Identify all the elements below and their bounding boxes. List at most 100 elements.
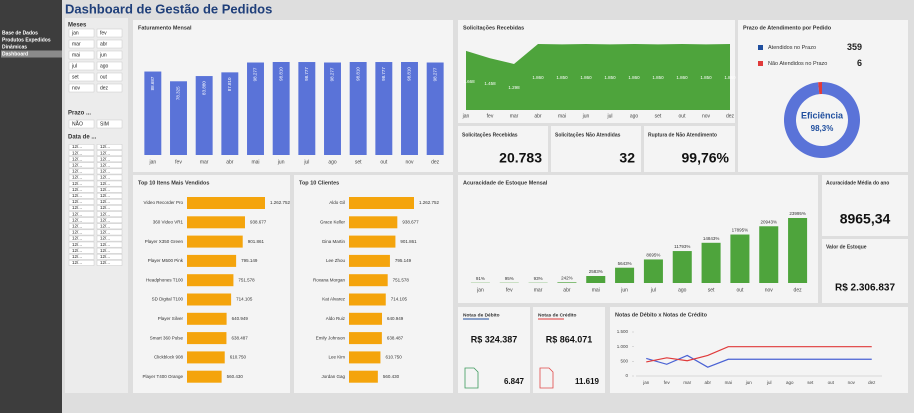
slicer-item[interactable]: 12/... [100,205,110,210]
slicer-button[interactable] [96,211,123,217]
slicer-button[interactable] [68,72,95,82]
slicer-button[interactable] [96,192,123,199]
slicer-item[interactable]: 12/... [72,187,82,192]
slicer-button[interactable] [68,83,95,93]
slicer-button[interactable] [68,247,95,254]
slicer-item[interactable]: 12/... [72,181,82,186]
slicer-item[interactable]: 12/... [100,254,110,259]
slicer-button[interactable] [96,150,123,156]
slicer-item[interactable]: 12/... [72,193,82,198]
slicer-item[interactable]: 12/... [100,187,110,192]
slicer-item[interactable]: 12/... [72,144,82,149]
slicer-item[interactable]: 12/... [72,162,82,167]
menu-item[interactable]: Base de Dados [2,30,38,36]
menu-item[interactable]: Dinâmicas [2,44,27,50]
slicer-item[interactable]: 12/... [100,150,110,155]
slicer-button[interactable] [68,229,95,236]
slicer-button[interactable] [68,28,95,38]
slicer-item[interactable]: 12/... [72,242,82,247]
slicer-item[interactable]: jan [71,30,79,36]
slicer-button[interactable] [96,260,123,266]
slicer-button[interactable] [96,119,123,129]
slicer-button[interactable] [96,72,123,82]
slicer-button[interactable] [96,174,123,181]
slicer-item[interactable]: 12/... [100,144,110,149]
slicer-item[interactable]: 12/... [100,169,110,174]
slicer-item[interactable]: NÃO [72,120,83,127]
slicer-button[interactable] [68,235,95,242]
slicer-item[interactable]: 12/... [100,260,110,265]
slicer-item[interactable]: 12/... [72,199,82,204]
slicer-button[interactable] [96,83,123,93]
slicer-item[interactable]: 12/... [72,150,82,155]
slicer-item[interactable]: 12/... [100,223,110,228]
slicer-item[interactable]: 12/... [72,205,82,210]
slicer-button[interactable] [68,223,95,230]
slicer-item[interactable]: 12/... [72,169,82,174]
slicer-item[interactable]: 12/... [100,175,110,180]
slicer-button[interactable] [96,205,123,211]
slicer-item[interactable]: 12/... [72,236,82,241]
slicer-item[interactable]: 12/... [100,211,110,216]
slicer-button[interactable] [96,180,123,187]
slicer-button[interactable] [96,217,123,224]
slicer-button[interactable] [68,180,95,187]
slicer-button[interactable] [68,61,95,71]
slicer-button[interactable] [68,253,95,260]
slicer-item[interactable]: mar [72,41,81,47]
slicer-item[interactable]: fev [100,30,107,36]
slicer-button[interactable] [96,28,123,38]
slicer-button[interactable] [68,39,95,49]
slicer-item[interactable]: 12/... [100,217,110,222]
slicer-button[interactable] [68,211,95,217]
slicer-button[interactable] [68,174,95,181]
slicer-button[interactable] [68,241,95,248]
slicer-button[interactable] [68,168,95,175]
slicer-item[interactable]: out [100,74,108,80]
slicer-item[interactable]: 12/... [72,260,82,265]
slicer-item[interactable]: dez [100,85,109,91]
slicer-item[interactable]: 12/... [100,236,110,241]
slicer-button[interactable] [96,223,123,230]
slicer-item[interactable]: 12/... [72,156,82,161]
slicer-button[interactable] [96,229,123,236]
slicer-item[interactable]: abr [100,41,108,47]
slicer-item[interactable]: 12/... [100,242,110,247]
slicer-button[interactable] [96,61,123,71]
slicer-item[interactable]: jun [99,52,107,58]
slicer-button[interactable] [68,162,95,169]
slicer-button[interactable] [68,144,95,150]
slicer-item[interactable]: 12/... [72,217,82,222]
slicer-button[interactable] [96,253,123,260]
slicer-item[interactable]: 12/... [100,193,110,198]
slicer-button[interactable] [96,144,123,150]
slicer-item[interactable]: set [72,74,79,80]
slicer-button[interactable] [68,156,95,163]
slicer-item[interactable]: 12/... [72,223,82,228]
slicer-item[interactable]: 12/... [72,175,82,180]
slicer-item[interactable]: 12/... [72,254,82,259]
slicer-button[interactable] [68,260,95,266]
slicer-button[interactable] [68,199,95,205]
slicer-item[interactable]: jul [71,63,77,69]
slicer-item[interactable]: 12/... [72,248,82,253]
slicer-item[interactable]: 12/... [72,230,82,235]
slicer-button[interactable] [68,217,95,224]
slicer-button[interactable] [96,247,123,254]
slicer-item[interactable]: 12/... [100,199,110,204]
slicer-item[interactable]: mai [72,52,80,58]
slicer-item[interactable]: SIM [100,121,109,127]
slicer-button[interactable] [68,186,95,193]
menu-item[interactable]: Dashboard [2,51,28,57]
slicer-button[interactable] [96,156,123,163]
slicer-button[interactable] [96,50,123,60]
slicer-button[interactable] [68,119,95,129]
slicer-button[interactable] [96,162,123,169]
slicer-item[interactable]: 12/... [72,211,82,216]
slicer-item[interactable]: 12/... [100,230,110,235]
slicer-item[interactable]: 12/... [100,248,110,253]
slicer-button[interactable] [68,150,95,156]
slicer-button[interactable] [96,39,123,49]
slicer-button[interactable] [96,199,123,205]
slicer-item[interactable]: 12/... [100,181,110,186]
